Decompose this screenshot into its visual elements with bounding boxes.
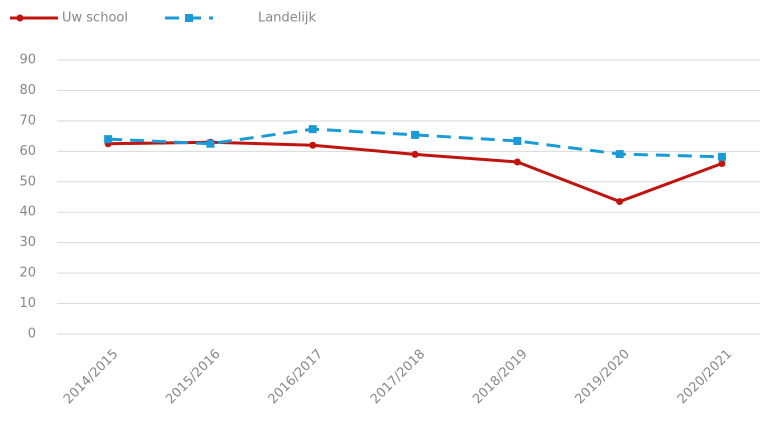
legend-marker: [16, 14, 24, 22]
legend-label: Uw school: [62, 11, 128, 26]
y-tick-label: 80: [19, 83, 36, 98]
legend-marker: [185, 14, 193, 22]
marker: [717, 152, 726, 161]
x-tick-label: 2020/2021: [675, 347, 736, 408]
marker: [206, 139, 215, 148]
x-tick-label: 2016/2017: [266, 347, 327, 408]
y-tick-label: 40: [19, 205, 36, 220]
marker: [411, 150, 419, 158]
x-tick-label: 2018/2019: [470, 347, 531, 408]
y-tick-label: 30: [19, 235, 36, 250]
y-tick-label: 0: [28, 327, 36, 342]
marker: [104, 135, 113, 144]
marker: [513, 136, 522, 145]
marker: [616, 198, 624, 206]
y-tick-label: 60: [19, 144, 36, 159]
marker: [513, 158, 521, 166]
legend-label: Landelijk: [258, 11, 317, 26]
x-tick-label: 2015/2016: [163, 347, 224, 408]
marker: [308, 125, 317, 134]
y-tick-label: 10: [19, 296, 36, 311]
y-tick-label: 20: [19, 266, 36, 281]
x-tick-label: 2014/2015: [61, 347, 122, 408]
marker: [615, 150, 624, 159]
y-tick-label: 70: [19, 113, 36, 128]
marker: [718, 160, 726, 168]
marker: [309, 141, 317, 149]
x-tick-label: 2017/2018: [368, 347, 429, 408]
y-tick-label: 50: [19, 174, 36, 189]
y-tick-label: 90: [19, 53, 36, 68]
x-tick-label: 2019/2020: [572, 347, 633, 408]
marker: [411, 130, 420, 139]
